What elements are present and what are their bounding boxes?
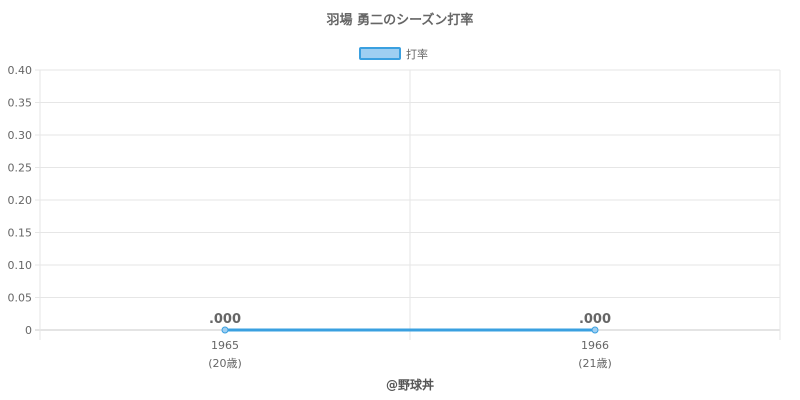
y-tick-label: 0.30 xyxy=(8,129,33,142)
y-tick-label: 0.15 xyxy=(8,227,33,240)
y-axis: 0.40 0.35 0.30 0.25 0.20 0.15 0.10 0.05 0 xyxy=(8,64,33,337)
x-axis: 1965 (20歳) 1966 (21歳) xyxy=(208,339,612,370)
x-tick-sublabel: (20歳) xyxy=(208,357,242,370)
x-tick-sublabel: (21歳) xyxy=(578,357,612,370)
x-tick-label: 1966 xyxy=(581,339,609,352)
y-tick-label: 0 xyxy=(25,324,32,337)
grid xyxy=(35,69,781,340)
x-tick-label: 1965 xyxy=(211,339,239,352)
data-label: .000 xyxy=(579,312,611,327)
chart-title: 羽場 勇二のシーズン打率 xyxy=(327,12,474,28)
y-tick-label: 0.20 xyxy=(8,194,33,207)
data-point xyxy=(221,326,229,334)
y-tick-label: 0.35 xyxy=(8,97,33,110)
y-tick-label: 0.40 xyxy=(8,64,33,77)
legend-swatch xyxy=(359,47,401,60)
data-point xyxy=(591,326,599,334)
y-tick-label: 0.25 xyxy=(8,162,33,175)
y-tick-label: 0.10 xyxy=(8,259,33,272)
y-tick-label: 0.05 xyxy=(8,292,33,305)
series-batting-average xyxy=(221,326,599,334)
legend-label: 打率 xyxy=(406,47,428,61)
legend[interactable]: 打率 xyxy=(359,47,428,61)
data-labels: .000 .000 xyxy=(209,312,611,327)
credit-text: @野球丼 xyxy=(386,377,434,392)
data-label: .000 xyxy=(209,312,241,327)
